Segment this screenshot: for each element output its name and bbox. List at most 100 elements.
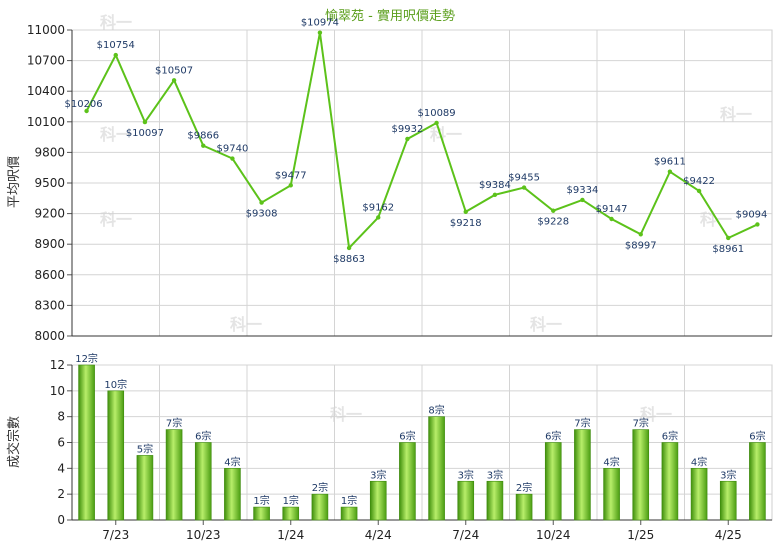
count-bar: [253, 506, 270, 521]
x-tick-label: 7/24: [452, 528, 479, 542]
x-tick-label: 10/24: [536, 528, 571, 542]
count-tick-label: 10: [50, 384, 65, 398]
x-tick-label: 10/23: [186, 528, 221, 542]
count-bar: [574, 429, 591, 521]
count-bar: [632, 429, 650, 521]
count-bar: [369, 480, 387, 521]
price-data-label: $10507: [155, 65, 193, 76]
price-point: [171, 78, 177, 83]
count-bar-label: 2宗: [312, 481, 328, 494]
price-point: [463, 209, 468, 214]
price-point: [142, 119, 148, 125]
count-tick-label: 4: [57, 461, 65, 475]
watermark-text: 科一: [430, 125, 462, 144]
price-series-line: [85, 32, 758, 251]
count-bar: [661, 442, 679, 521]
count-axis-label: 成交宗數: [6, 416, 22, 468]
price-point: [551, 208, 556, 213]
price-data-label: $10089: [417, 108, 455, 119]
count-bar: [457, 480, 475, 521]
watermark-text: 科一: [530, 315, 562, 334]
price-point: [376, 215, 381, 220]
price-data-label: $9477: [275, 170, 307, 181]
price-data-label: $10974: [301, 18, 339, 29]
count-bar: [165, 429, 183, 521]
count-tick-label: 12: [50, 358, 65, 372]
count-bar: [78, 364, 95, 521]
price-point: [609, 216, 614, 222]
price-point: [346, 245, 352, 251]
x-tick-label: 4/25: [715, 528, 742, 542]
price-point: [638, 232, 643, 237]
price-data-label: $9932: [392, 124, 424, 135]
price-tick-label: 9500: [34, 176, 65, 190]
count-bar: [544, 442, 562, 521]
count-bar-label: 1宗: [341, 494, 357, 507]
count-bar: [486, 480, 504, 521]
price-tick-label: 10100: [27, 115, 65, 129]
count-bar-label: 6宗: [195, 430, 211, 443]
price-data-label: $9334: [567, 185, 599, 196]
count-bar-label: 6宗: [399, 430, 415, 443]
price-tick-label: 10700: [27, 54, 65, 68]
price-point: [84, 108, 89, 114]
price-point: [405, 136, 410, 142]
count-bar: [282, 506, 300, 521]
price-data-label: $9455: [508, 173, 540, 184]
price-point: [492, 192, 498, 198]
x-tick-label: 7/23: [102, 528, 129, 542]
price-data-label: $10754: [97, 40, 135, 51]
count-bar: [749, 442, 766, 521]
watermark-text: 科一: [100, 13, 132, 32]
price-data-label: $9611: [654, 157, 686, 168]
count-bar: [311, 493, 329, 521]
price-data-label: $8863: [333, 254, 365, 265]
price-tick-label: 9800: [34, 145, 65, 159]
count-bar-label: 3宗: [458, 468, 474, 481]
count-bar: [719, 480, 737, 521]
count-bar-label: 5宗: [137, 442, 153, 455]
price-point: [113, 52, 118, 58]
count-bar: [603, 468, 620, 521]
price-data-label: $9308: [246, 209, 278, 220]
watermark-text: 科一: [230, 315, 262, 334]
x-tick-label: 4/24: [365, 528, 392, 542]
count-bar: [107, 390, 125, 521]
price-data-label: $9162: [362, 202, 394, 213]
count-bar: [690, 468, 708, 521]
count-tick-label: 8: [57, 410, 65, 424]
price-tick-label: 10400: [27, 84, 65, 98]
price-data-label: $9422: [683, 176, 715, 187]
chart-title: 愉翠苑 - 實用呎價走勢: [325, 8, 455, 24]
count-bar-label: 7宗: [574, 417, 590, 430]
count-tick-label: 6: [57, 436, 65, 450]
price-point: [288, 183, 293, 188]
price-data-label: $9866: [187, 131, 219, 142]
count-bar: [136, 455, 154, 521]
count-bar: [399, 442, 416, 521]
price-axis-label: 平均呎價: [7, 156, 22, 208]
count-tick-label: 0: [57, 513, 65, 527]
count-bar-label: 12宗: [75, 352, 98, 365]
price-point: [580, 197, 585, 203]
watermark-text: 科一: [100, 125, 132, 144]
price-data-label: $9384: [479, 180, 511, 191]
x-tick-label: 1/24: [277, 528, 304, 542]
price-point: [317, 30, 323, 35]
count-bar-label: 1宗: [253, 494, 269, 507]
count-bar-label: 1宗: [283, 494, 299, 507]
price-tick-label: 8900: [34, 237, 65, 251]
count-tick-label: 2: [57, 487, 65, 501]
count-bar-label: 6宗: [662, 430, 678, 443]
count-bar-label: 7宗: [166, 417, 182, 430]
price-point: [667, 169, 673, 174]
watermark-text: 科一: [640, 405, 672, 424]
watermark-text: 科一: [720, 105, 752, 124]
count-bar-label: 3宗: [720, 468, 736, 481]
price-data-label: $10206: [64, 99, 102, 110]
count-bar-label: 3宗: [370, 468, 386, 481]
price-data-label: $9147: [596, 204, 628, 215]
price-point: [201, 143, 206, 148]
